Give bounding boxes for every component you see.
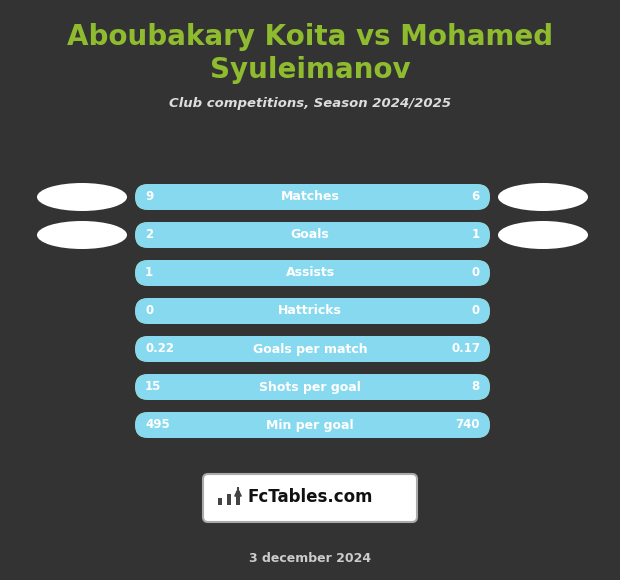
FancyBboxPatch shape	[135, 298, 490, 324]
Text: Assists: Assists	[285, 266, 335, 280]
Bar	[218, 498, 222, 505]
Text: Goals per match: Goals per match	[253, 343, 367, 356]
FancyBboxPatch shape	[135, 298, 490, 324]
Text: Syuleimanov: Syuleimanov	[210, 56, 410, 84]
FancyBboxPatch shape	[203, 474, 417, 522]
Text: 1: 1	[472, 229, 480, 241]
Text: 1: 1	[145, 266, 153, 280]
Ellipse shape	[498, 221, 588, 249]
Ellipse shape	[37, 221, 127, 249]
FancyBboxPatch shape	[135, 336, 490, 362]
Text: Min per goal: Min per goal	[266, 419, 354, 432]
Text: 0: 0	[145, 304, 153, 317]
Bar	[236, 491, 240, 505]
FancyBboxPatch shape	[135, 184, 490, 210]
Text: Club competitions, Season 2024/2025: Club competitions, Season 2024/2025	[169, 97, 451, 111]
FancyBboxPatch shape	[135, 222, 490, 248]
Text: 0: 0	[472, 304, 480, 317]
Text: 0.17: 0.17	[451, 343, 480, 356]
FancyBboxPatch shape	[135, 260, 490, 286]
Text: Matches: Matches	[281, 190, 339, 204]
Text: 0: 0	[472, 266, 480, 280]
Ellipse shape	[498, 183, 588, 211]
FancyBboxPatch shape	[135, 184, 490, 210]
Ellipse shape	[37, 183, 127, 211]
FancyBboxPatch shape	[135, 374, 490, 400]
Text: FcTables.com: FcTables.com	[247, 488, 373, 506]
Text: Shots per goal: Shots per goal	[259, 380, 361, 393]
Text: 3 december 2024: 3 december 2024	[249, 552, 371, 564]
Text: 740: 740	[456, 419, 480, 432]
Text: Aboubakary Koita vs Mohamed: Aboubakary Koita vs Mohamed	[67, 23, 553, 51]
Text: 8: 8	[472, 380, 480, 393]
FancyBboxPatch shape	[135, 412, 490, 438]
FancyBboxPatch shape	[135, 412, 490, 438]
FancyBboxPatch shape	[135, 260, 490, 286]
FancyBboxPatch shape	[135, 222, 490, 248]
Text: 9: 9	[145, 190, 153, 204]
FancyBboxPatch shape	[135, 374, 490, 400]
Text: 0.22: 0.22	[145, 343, 174, 356]
Text: 495: 495	[145, 419, 170, 432]
Text: 15: 15	[145, 380, 161, 393]
Bar	[227, 494, 231, 505]
Text: 6: 6	[472, 190, 480, 204]
Text: Goals: Goals	[291, 229, 329, 241]
Text: Hattricks: Hattricks	[278, 304, 342, 317]
Text: 2: 2	[145, 229, 153, 241]
FancyBboxPatch shape	[135, 336, 490, 362]
